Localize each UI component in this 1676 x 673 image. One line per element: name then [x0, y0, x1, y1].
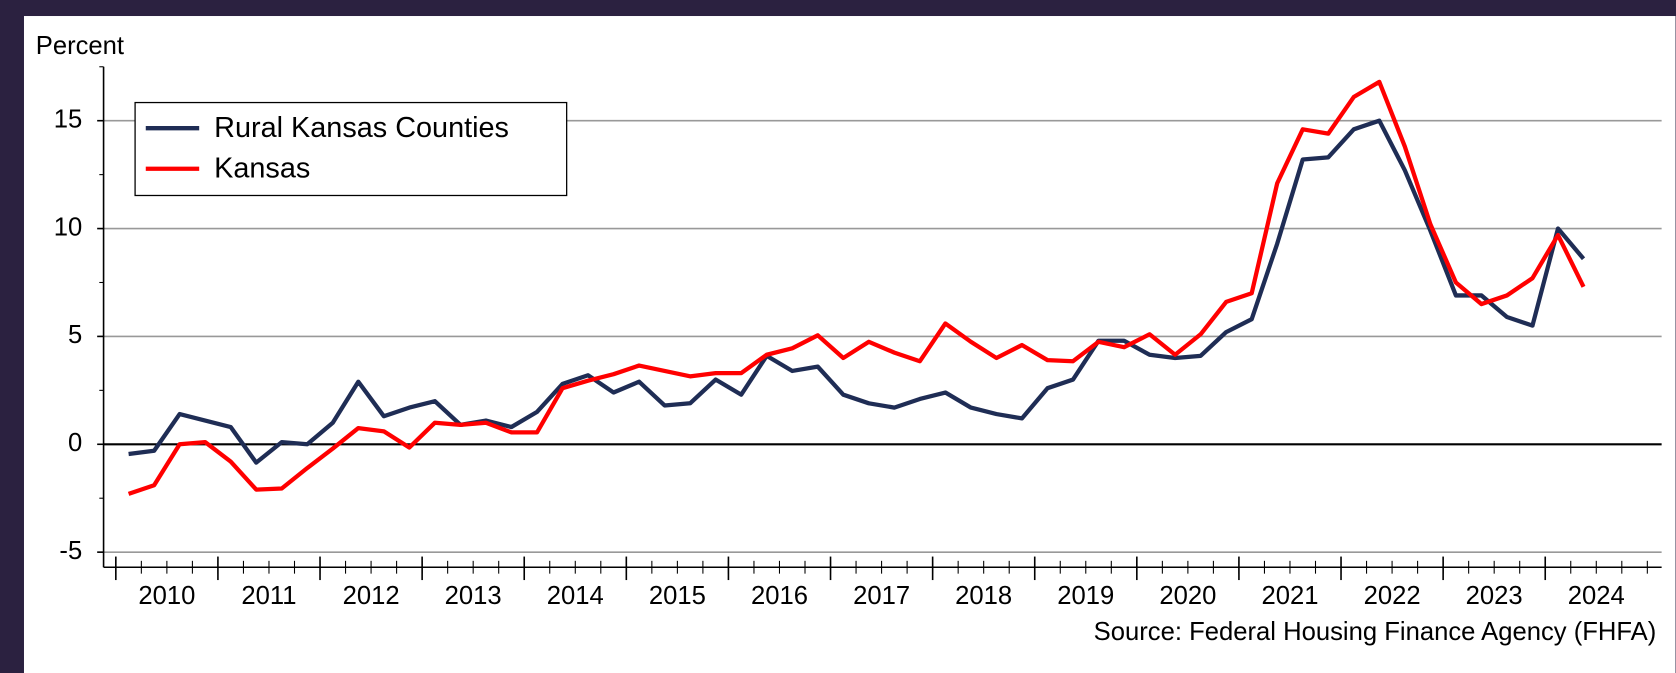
x-tick-label: 2014: [547, 582, 604, 610]
series-line: [128, 118, 1586, 465]
source-note: Source: Federal Housing Finance Agency (…: [1094, 618, 1657, 646]
y-tick-label: 15: [54, 105, 83, 133]
legend-label: Kansas: [214, 152, 310, 184]
x-tick-label: 2021: [1261, 582, 1318, 610]
x-tick-label: 2011: [241, 582, 296, 610]
y-tick-label: -5: [59, 537, 82, 565]
y-tick-label: 0: [68, 429, 82, 457]
x-tick-label: 2015: [649, 582, 706, 610]
x-tick-label: 2022: [1364, 582, 1421, 610]
legend-label: Rural Kansas Counties: [214, 112, 509, 144]
x-tick-label: 2020: [1159, 582, 1216, 610]
y-tick-label: 10: [54, 213, 83, 241]
x-tick-label: 2024: [1568, 582, 1625, 610]
x-tick-label: 2018: [955, 582, 1012, 610]
x-tick-label: 2012: [343, 582, 400, 610]
legend-box: [134, 101, 568, 197]
x-tick-label: 2023: [1466, 582, 1523, 610]
x-tick-label: 2016: [751, 582, 808, 610]
series-line: [127, 79, 1586, 496]
x-tick-label: 2010: [138, 582, 195, 610]
x-tick-label: 2013: [445, 582, 502, 610]
y-tick-label: 5: [68, 321, 82, 349]
y-axis-label: Percent: [36, 32, 124, 60]
x-tick-label: 2017: [853, 582, 910, 610]
x-tick-label: 2019: [1057, 582, 1114, 610]
